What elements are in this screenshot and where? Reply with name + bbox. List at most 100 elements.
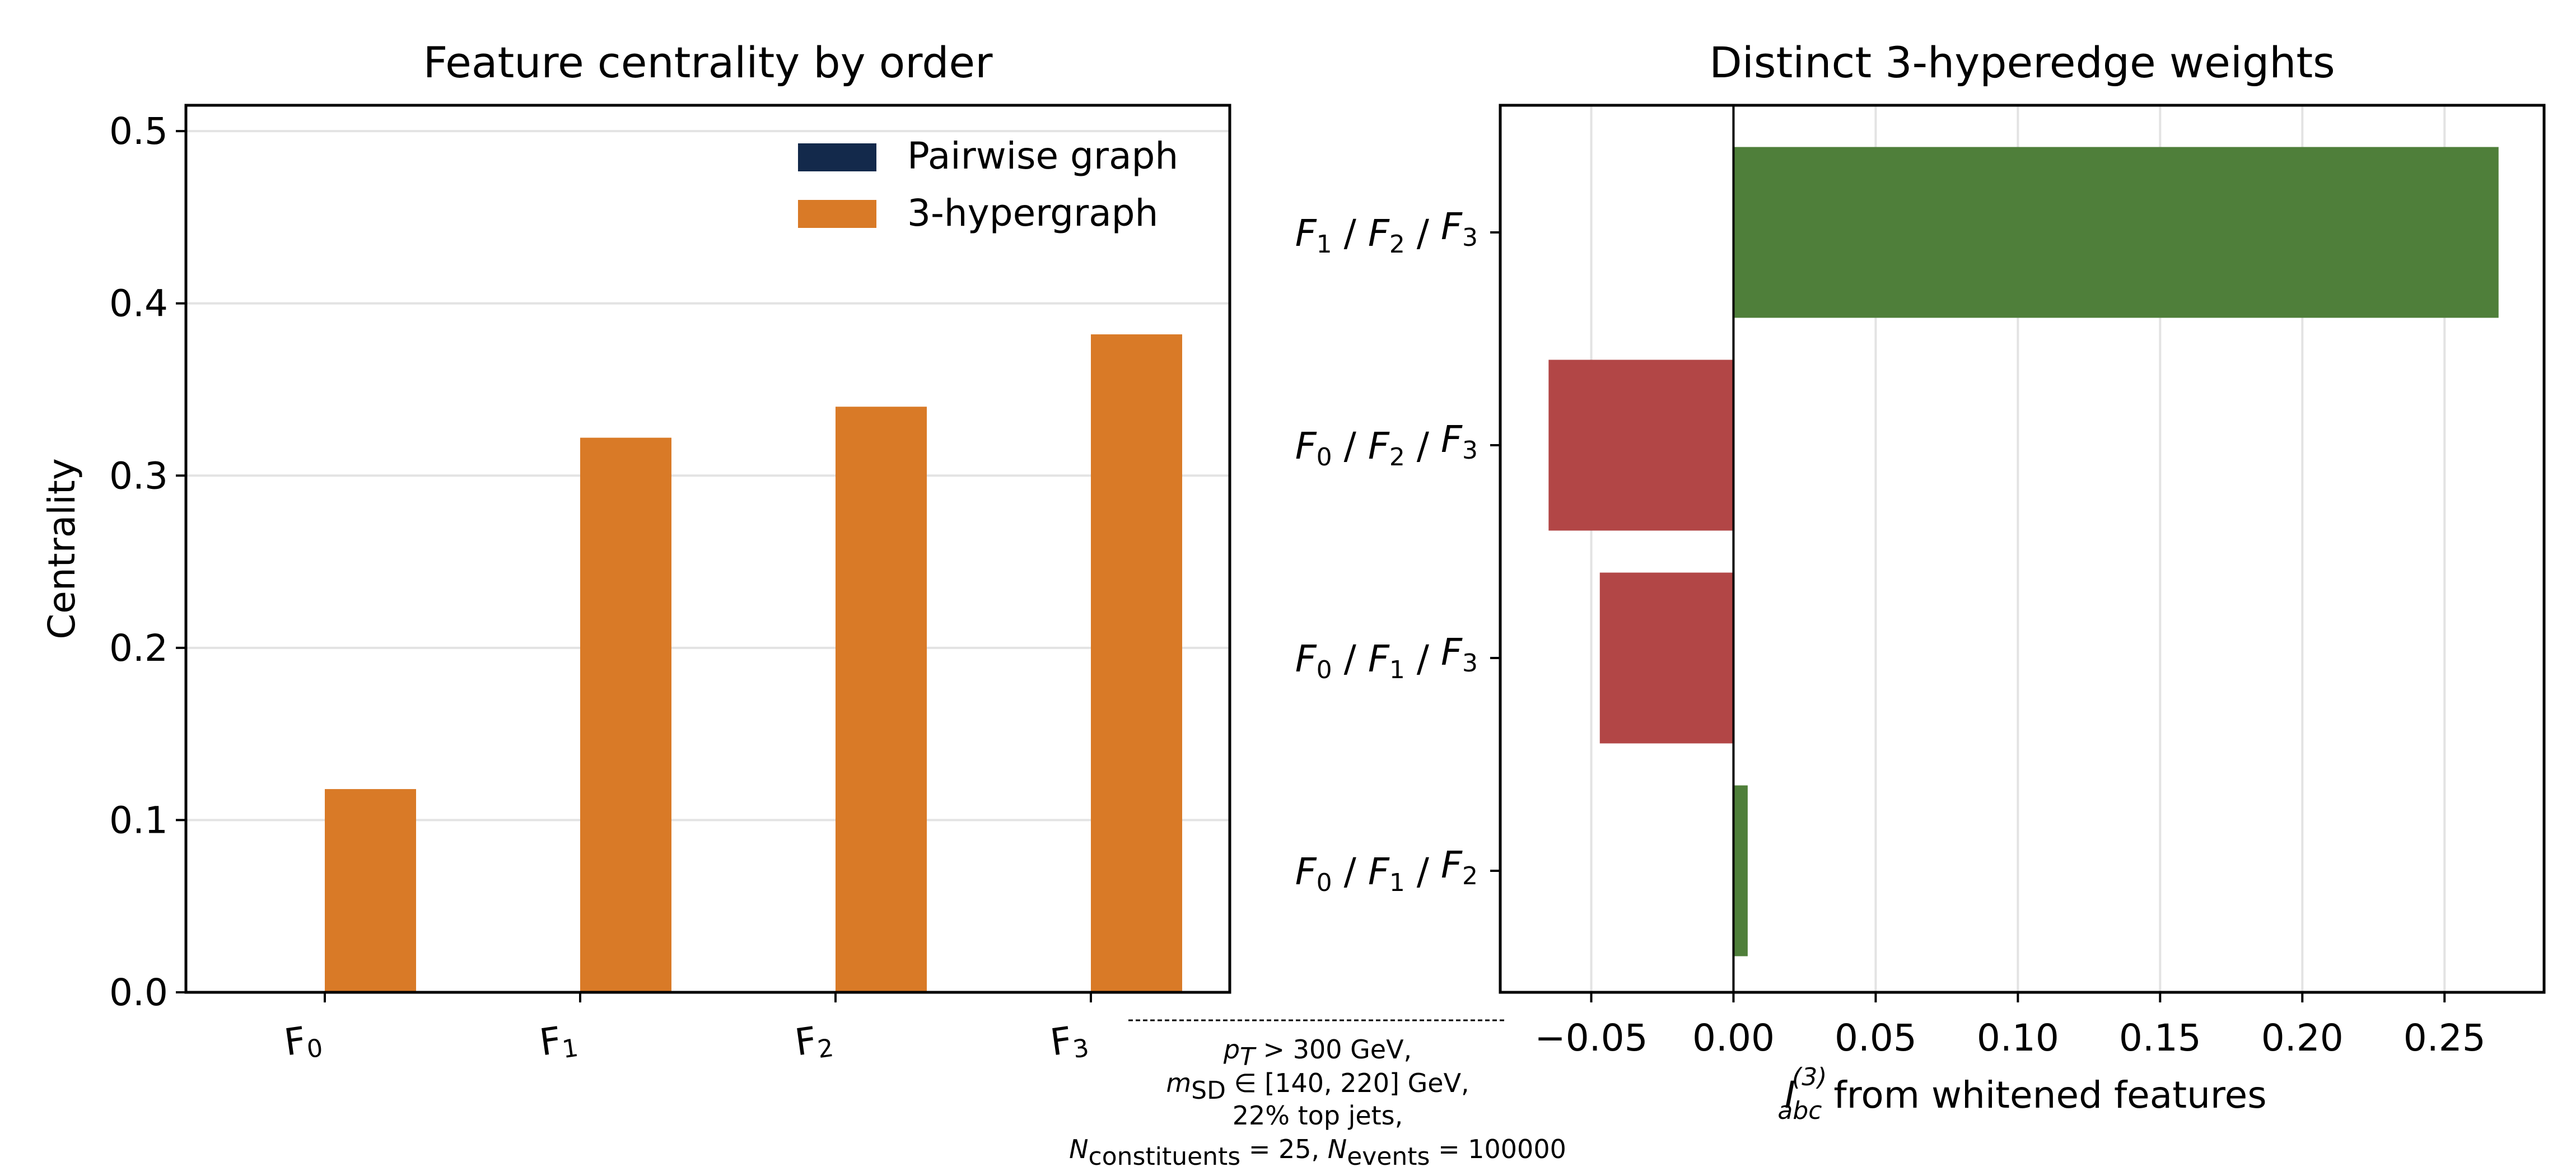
right-axes-frame xyxy=(1499,104,2546,994)
x-label-superscript: (3) xyxy=(1792,1063,1827,1091)
note-n-events-value: = 100000 xyxy=(1430,1134,1566,1164)
edge-label-sub: 0 xyxy=(1317,443,1332,472)
right-x-axis-label: I(3) abc from whitened features xyxy=(1777,1063,2266,1125)
left-x-ticks: F0 F1 F2 F3 xyxy=(282,992,1092,1067)
right-y-tick-label: F0 / F1 / F2 xyxy=(1295,843,1478,897)
bar-F3-hypergraph xyxy=(1091,334,1182,993)
tick-label-base: F xyxy=(537,1019,564,1065)
edge-label-sep: / xyxy=(1332,637,1368,680)
edge-label-sub: 1 xyxy=(1389,869,1405,897)
bar-F1-hypergraph xyxy=(580,437,671,992)
hyperedge-panel: −0.05 0.00 0.05 0.10 0.15 0.20 0.25 F1 / F2 / … xyxy=(1295,38,2546,1125)
left-y-axis-label: Centrality xyxy=(40,458,83,640)
legend: Pairwise graph 3-hypergraph xyxy=(798,134,1178,235)
right-x-ticks: −0.05 0.00 0.05 0.10 0.15 0.20 0.25 xyxy=(1534,992,2486,1060)
left-chart-title: Feature centrality by order xyxy=(423,38,993,87)
x-label-text: from whitened features xyxy=(1822,1074,2266,1117)
bar-F2-hypergraph xyxy=(836,407,927,992)
edge-label-sep: / xyxy=(1405,424,1441,468)
note-line-4: Nconstituents = 25, Nevents = 100000 xyxy=(1069,1134,1566,1171)
edge-label-sub: 3 xyxy=(1462,436,1478,465)
edge-label-sub: 3 xyxy=(1462,649,1478,678)
legend-swatch-hypergraph xyxy=(798,200,876,228)
x-label-subscript: abc xyxy=(1777,1096,1822,1125)
left-y-tick-label: 0.3 xyxy=(109,454,168,497)
edge-label-sub: 2 xyxy=(1389,443,1405,472)
note-n2-symbol: N xyxy=(1328,1134,1347,1164)
note-line-3: 22% top jets, xyxy=(1233,1100,1403,1131)
left-x-tick-label: F1 xyxy=(537,1016,580,1067)
selection-note: pT > 300 GeV, mSD ∈ [140, 220] GeV, 22% … xyxy=(1069,1019,1566,1171)
right-y-tick-label: F1 / F2 / F3 xyxy=(1295,205,1478,259)
edge-label-sep: / xyxy=(1405,637,1441,680)
right-x-tick-label: 0.00 xyxy=(1692,1016,1775,1060)
edge-label-base: F xyxy=(1441,843,1463,886)
edge-label-base: F xyxy=(1295,212,1317,255)
note-pt-sub: T xyxy=(1240,1043,1257,1071)
tick-label-base: F xyxy=(792,1019,819,1065)
legend-label-pairwise: Pairwise graph xyxy=(907,134,1178,178)
edge-label-base: F xyxy=(1295,850,1317,893)
left-y-tick-label: 0.4 xyxy=(109,282,168,325)
note-msd-rest: ∈ [140, 220] GeV, xyxy=(1226,1068,1469,1098)
note-n-constituents-sub: constituents xyxy=(1089,1142,1241,1171)
left-y-tick-label: 0.5 xyxy=(109,110,168,153)
right-x-tick-label: 0.25 xyxy=(2404,1016,2486,1060)
right-bars xyxy=(1548,147,2499,956)
left-axes-frame xyxy=(184,104,1231,994)
right-y-tick-label: F0 / F2 / F3 xyxy=(1295,418,1478,472)
edge-label-sep: / xyxy=(1332,212,1368,255)
left-y-tick-label: 0.2 xyxy=(109,627,168,670)
hyperedge-bar-2 xyxy=(1548,360,1734,531)
edge-label-base: F xyxy=(1295,637,1317,680)
left-x-tick-label: F0 xyxy=(282,1016,325,1067)
edge-label-base: F xyxy=(1441,631,1463,674)
hyperedge-bar-4 xyxy=(1733,785,1748,956)
right-x-tick-label: 0.20 xyxy=(2261,1016,2344,1060)
hyperedge-bar-3 xyxy=(1599,572,1734,744)
tick-label-base: F xyxy=(1048,1019,1075,1065)
x-label-symbol: I xyxy=(1785,1074,1795,1117)
tick-label-sub: 0 xyxy=(305,1034,325,1064)
left-gridlines xyxy=(186,130,1230,822)
edge-label-sub: 3 xyxy=(1462,223,1478,252)
edge-label-sub: 2 xyxy=(1389,230,1405,259)
edge-label-sub: 1 xyxy=(1389,656,1405,684)
note-pt-rest: > 300 GeV, xyxy=(1255,1034,1412,1065)
edge-label-sub: 1 xyxy=(1317,230,1332,259)
bar-F0-hypergraph xyxy=(325,789,416,992)
edge-label-sub: 2 xyxy=(1462,862,1478,890)
tick-label-sub: 2 xyxy=(816,1034,836,1064)
right-x-tick-label: 0.10 xyxy=(1977,1016,2059,1060)
left-y-tick-label: 0.0 xyxy=(109,971,168,1014)
edge-label-base: F xyxy=(1368,424,1390,468)
left-y-ticks: 0.0 0.1 0.2 0.3 0.4 0.5 xyxy=(109,110,186,1014)
right-x-tick-label: −0.05 xyxy=(1534,1016,1648,1060)
edge-label-base: F xyxy=(1441,418,1463,461)
edge-label-base: F xyxy=(1368,212,1390,255)
note-n-symbol: N xyxy=(1069,1134,1088,1164)
edge-label-base: F xyxy=(1368,850,1390,893)
legend-swatch-pairwise xyxy=(798,143,876,171)
note-n-events-sub: events xyxy=(1347,1142,1430,1171)
right-y-tick-label: F0 / F1 / F3 xyxy=(1295,631,1478,684)
edge-label-sep: / xyxy=(1405,212,1441,255)
right-x-tick-label: 0.15 xyxy=(2119,1016,2201,1060)
right-x-tick-label: 0.05 xyxy=(1835,1016,1917,1060)
note-line-2: mSD ∈ [140, 220] GeV, xyxy=(1166,1068,1469,1105)
edge-label-sub: 0 xyxy=(1317,869,1332,897)
left-x-tick-label: F2 xyxy=(792,1016,836,1067)
tick-label-base: F xyxy=(282,1019,309,1065)
note-n-constituents-value: = 25, xyxy=(1240,1134,1328,1164)
tick-label-sub: 3 xyxy=(1071,1034,1091,1064)
edge-label-sub: 0 xyxy=(1317,656,1332,684)
hyperedge-bar-1 xyxy=(1733,147,2499,318)
note-msd-symbol: m xyxy=(1166,1068,1191,1098)
edge-label-sep: / xyxy=(1332,424,1368,468)
edge-label-base: F xyxy=(1295,424,1317,468)
left-x-tick-label: F3 xyxy=(1048,1016,1091,1067)
tick-label-sub: 1 xyxy=(561,1034,580,1064)
left-y-tick-label: 0.1 xyxy=(109,799,168,842)
